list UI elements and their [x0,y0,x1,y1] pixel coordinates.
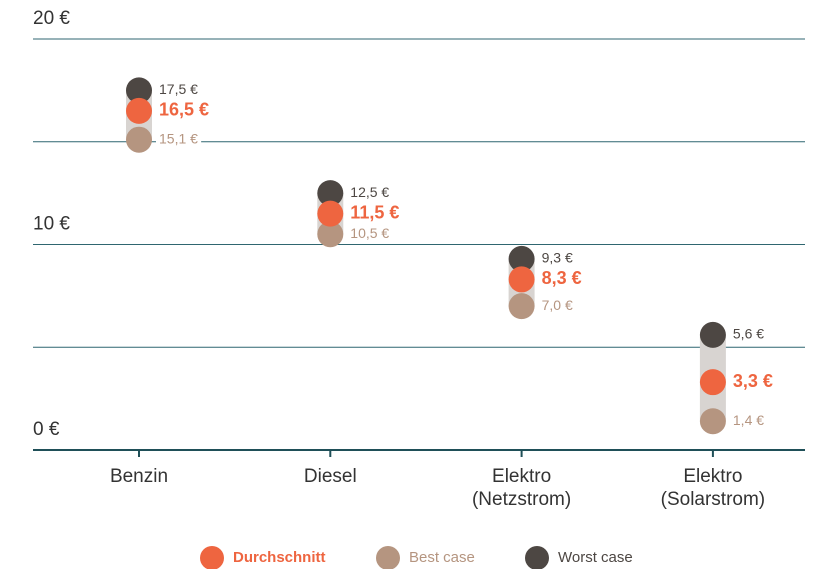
dot [699,408,726,435]
legend-label: Best case [409,549,475,566]
x-tick-label: Diesel [303,466,357,487]
label-bg [156,99,213,120]
dot [508,293,535,320]
label-bg [729,370,776,391]
value-label: 5,6 € [733,326,764,342]
label-bg [347,202,403,223]
dot [317,200,344,227]
label-bg [156,81,202,98]
dot [126,126,152,153]
value-label: 3,3 € [733,371,773,391]
dot [699,321,726,348]
value-label: 15,1 € [159,130,198,146]
y-tick-label: 10 € [33,214,70,235]
dot [317,180,344,207]
dot [508,245,535,272]
legend-swatch [200,546,224,569]
value-label: 12,5 € [350,184,389,200]
value-label: 17,5 € [159,81,198,97]
value-label: 1,4 € [733,412,764,428]
x-tick-label: Elektro (Netzstrom) [471,466,572,510]
value-label: 11,5 € [350,202,399,222]
legend-swatch [376,546,400,569]
y-tick-label: 20 € [33,8,70,29]
value-label: 7,0 € [542,297,573,313]
value-label: 10,5 € [350,225,389,241]
label-bg [729,411,768,428]
dot [699,369,726,396]
label-bg [538,268,585,289]
value-label: 8,3 € [542,268,582,288]
legend-label: Durchschnitt [233,549,326,566]
legend-swatch [525,546,549,569]
y-tick-label: 0 € [33,419,60,440]
dot [508,266,535,293]
label-bg [156,130,202,147]
legend-label: Worst case [558,549,633,566]
label-bg [347,183,393,200]
x-tick-label: Elektro (Solarstrom) [660,466,766,510]
value-label: 16,5 € [159,100,209,120]
x-tick-label: Benzin [109,466,169,487]
value-label: 9,3 € [542,250,573,266]
dot [126,77,152,104]
label-bg [538,249,576,266]
label-bg [347,224,393,241]
dot [317,221,344,248]
dot [126,97,152,124]
label-bg [538,296,576,313]
label-bg [729,325,768,342]
